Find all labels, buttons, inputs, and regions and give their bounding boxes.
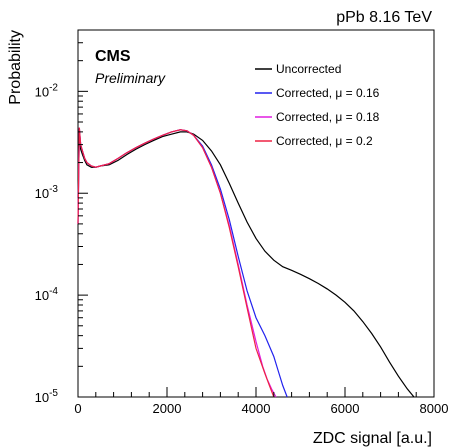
- experiment-label: CMS: [95, 48, 131, 65]
- energy-label: pPb 8.16 TeV: [336, 9, 432, 26]
- legend-label-3: Corrected, μ = 0.2: [276, 134, 373, 148]
- x-tick-label: 6000: [331, 401, 360, 416]
- x-tick-label: 2000: [153, 401, 182, 416]
- experiment-sublabel: Preliminary: [95, 70, 166, 86]
- series-layer: [77, 127, 415, 398]
- series-line-2: [77, 127, 277, 398]
- y-tick-label: 10-3: [35, 184, 59, 201]
- y-tick-label: 10-4: [35, 286, 59, 303]
- x-tick-label: 4000: [242, 401, 271, 416]
- ticks-layer: 0 2000 4000 6000 8000 10-5 10-4 10-3 10-2: [35, 29, 449, 416]
- y-tick-label: 10-2: [35, 82, 59, 99]
- legend-label-0: Uncorrected: [276, 62, 341, 76]
- series-line-3: [77, 127, 275, 398]
- legend: Uncorrected Corrected, μ = 0.16 Corrected,…: [255, 62, 380, 148]
- x-axis-title: ZDC signal [a.u.]: [313, 430, 432, 447]
- series-line-1: [77, 128, 288, 398]
- y-axis-title: Probability: [7, 30, 24, 105]
- legend-label-2: Corrected, μ = 0.18: [276, 110, 380, 124]
- legend-label-1: Corrected, μ = 0.16: [276, 86, 380, 100]
- y-tick-label: 10-5: [35, 388, 59, 405]
- series-line-0: [77, 129, 415, 398]
- x-tick-label: 0: [74, 401, 81, 416]
- x-tick-label: 8000: [420, 401, 449, 416]
